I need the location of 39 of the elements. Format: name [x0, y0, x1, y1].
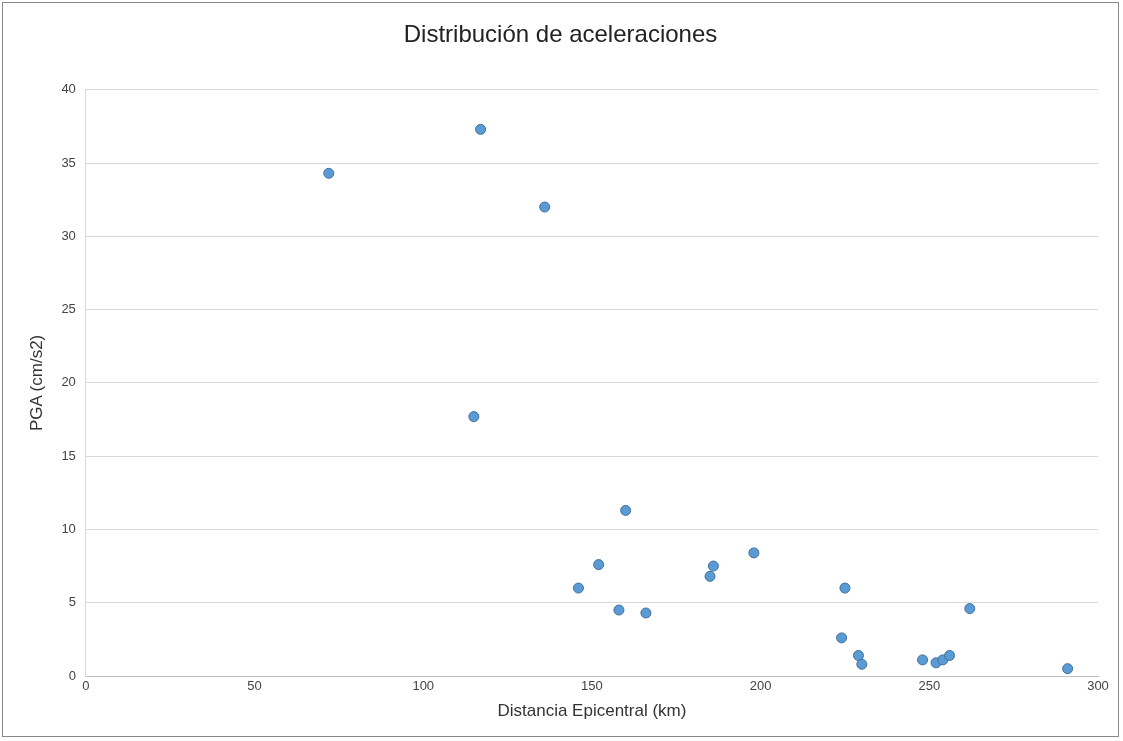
point — [964, 603, 976, 615]
y-tick-label: 25 — [61, 301, 76, 317]
point — [748, 547, 760, 559]
y-tick-label: 30 — [61, 227, 76, 243]
x-tick-label: 50 — [247, 678, 262, 694]
point — [539, 201, 551, 213]
chart-title: Distribución de aceleraciones — [403, 20, 718, 48]
point — [944, 649, 956, 661]
point — [707, 560, 719, 572]
point — [917, 654, 929, 666]
point — [640, 607, 652, 619]
x-tick-label: 300 — [1087, 678, 1109, 694]
y-tick-label: 20 — [61, 374, 76, 390]
y-tick-label: 35 — [61, 154, 76, 170]
point — [839, 582, 851, 594]
x-tick-label: 250 — [918, 678, 941, 694]
y-axis-title: PGA (cm/s2) — [26, 334, 46, 432]
point — [613, 604, 625, 616]
y-tick-label: 5 — [68, 594, 76, 610]
point — [704, 570, 716, 582]
point — [572, 582, 584, 594]
point — [468, 411, 480, 423]
point — [836, 632, 848, 644]
y-tick-label: 15 — [61, 447, 76, 463]
x-tick-label: 100 — [412, 678, 435, 694]
x-tick-label: 150 — [581, 678, 603, 694]
y-tick-label: 10 — [61, 521, 76, 537]
point — [323, 167, 335, 179]
x-axis-title: Distancia Epicentral (km) — [497, 701, 687, 721]
x-tick-label: 200 — [749, 678, 772, 694]
point — [593, 559, 605, 571]
x-tick-label: 0 — [82, 678, 90, 694]
point — [852, 649, 864, 661]
y-tick-label: 0 — [68, 667, 76, 683]
point — [1062, 663, 1074, 675]
point — [856, 658, 868, 670]
point — [475, 123, 487, 135]
point — [620, 504, 632, 516]
y-tick-label: 40 — [61, 81, 76, 97]
